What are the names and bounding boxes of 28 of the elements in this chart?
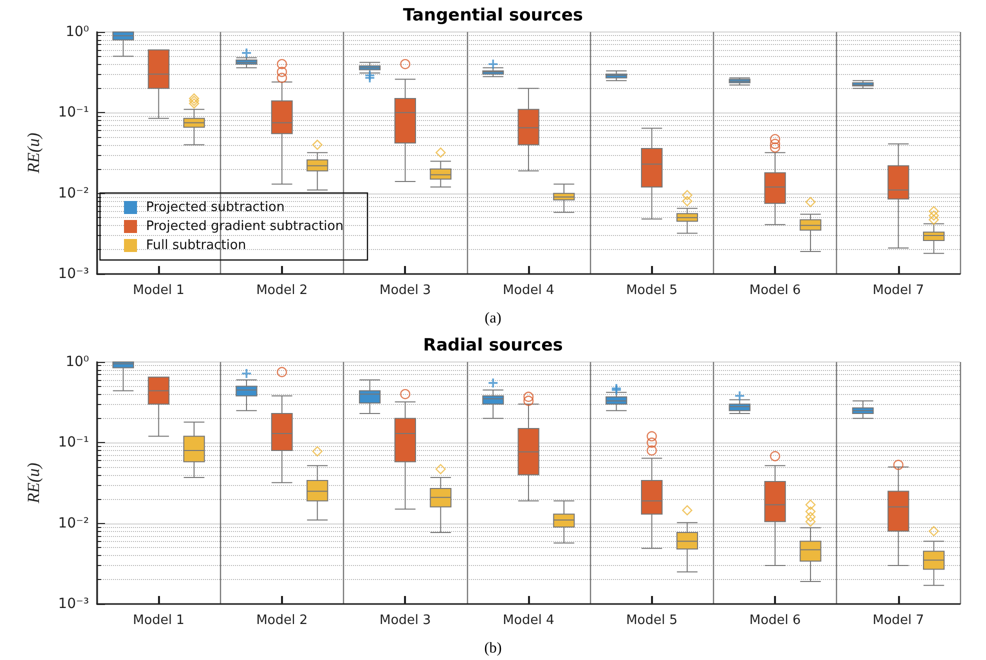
x-tick-label: Model 7 xyxy=(872,613,924,628)
y-tick-label: 10⁻¹ xyxy=(58,434,89,451)
x-tick-label: Model 3 xyxy=(379,283,431,298)
y-axis-title: RE(u) xyxy=(24,462,43,504)
y-tick-label: 10⁻² xyxy=(58,185,89,202)
x-tick-label: Model 3 xyxy=(379,613,431,628)
text: (a) xyxy=(484,310,502,326)
y-tick-label: 10⁰ xyxy=(66,354,90,370)
y-tick-label: 10⁰ xyxy=(66,24,90,40)
y-tick-label: 10⁻³ xyxy=(58,596,89,612)
x-tick-label: Model 4 xyxy=(502,613,554,628)
x-tick-label: Model 6 xyxy=(749,283,801,298)
x-tick-label: Model 4 xyxy=(502,283,554,298)
text: (b) xyxy=(484,640,502,656)
y-axis-title: RE(u) xyxy=(24,132,43,174)
x-tick-label: Model 2 xyxy=(256,613,308,628)
x-tick-label: Model 7 xyxy=(872,283,924,298)
x-tick-label: Model 5 xyxy=(626,613,678,628)
chart-title: Tangential sources xyxy=(403,6,583,26)
x-tick-label: Model 6 xyxy=(749,613,801,628)
x-tick-label: Model 5 xyxy=(626,283,678,298)
x-tick-label: Model 1 xyxy=(132,283,184,298)
x-tick-label: Model 1 xyxy=(132,613,184,628)
y-tick-label: 10⁻² xyxy=(58,515,89,532)
y-tick-label: 10⁻¹ xyxy=(58,104,89,121)
chart-title: Radial sources xyxy=(423,336,563,356)
y-tick-label: 10⁻³ xyxy=(58,266,89,282)
x-tick-label: Model 2 xyxy=(256,283,308,298)
